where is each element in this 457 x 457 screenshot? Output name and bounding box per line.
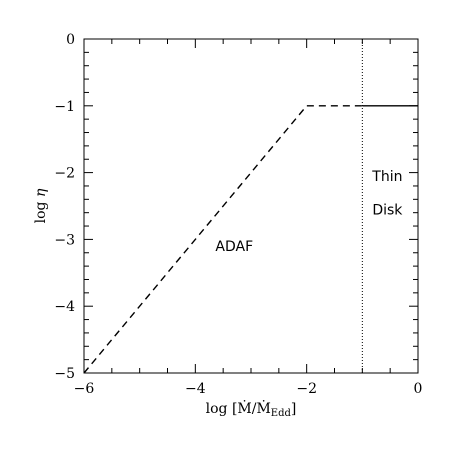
major-ticks xyxy=(83,38,419,374)
x-axis-label-prefix: log [Ṁ/Ṁ xyxy=(206,399,271,417)
x-tick-label: −2 xyxy=(296,381,317,397)
x-tick-label: −4 xyxy=(185,381,206,397)
annotation-thin: Thin xyxy=(371,169,402,185)
y-axis-label-symbol: η xyxy=(33,188,49,197)
y-axis-label: log η xyxy=(33,188,49,223)
x-tick-label: −6 xyxy=(74,381,95,397)
y-tick-label: −3 xyxy=(54,232,75,248)
x-tick-label: 0 xyxy=(414,381,423,397)
annotations: ADAF Thin Disk xyxy=(215,169,403,255)
y-tick-label: 0 xyxy=(66,32,75,48)
series-layer xyxy=(83,105,418,374)
y-tick-label: −2 xyxy=(54,166,75,182)
y-tick-label: −4 xyxy=(54,299,75,315)
plot-frame xyxy=(83,38,419,374)
annotation-disk: Disk xyxy=(372,202,403,218)
x-tick-labels: −6 −4 −2 0 xyxy=(74,381,423,397)
annotation-adaf: ADAF xyxy=(215,239,253,255)
x-axis-label-subscript: Edd xyxy=(271,408,292,419)
x-axis-label-suffix: ] xyxy=(291,401,296,417)
y-tick-label: −1 xyxy=(54,99,75,115)
minor-ticks xyxy=(84,39,418,373)
x-axis-label: log [Ṁ/ṀEdd] xyxy=(206,399,297,419)
y-axis-label-prefix: log xyxy=(33,197,49,223)
y-tick-label: −5 xyxy=(54,366,75,382)
y-tick-labels: 0 −1 −2 −3 −4 −5 xyxy=(54,32,75,382)
series-line-dashed xyxy=(83,105,363,374)
